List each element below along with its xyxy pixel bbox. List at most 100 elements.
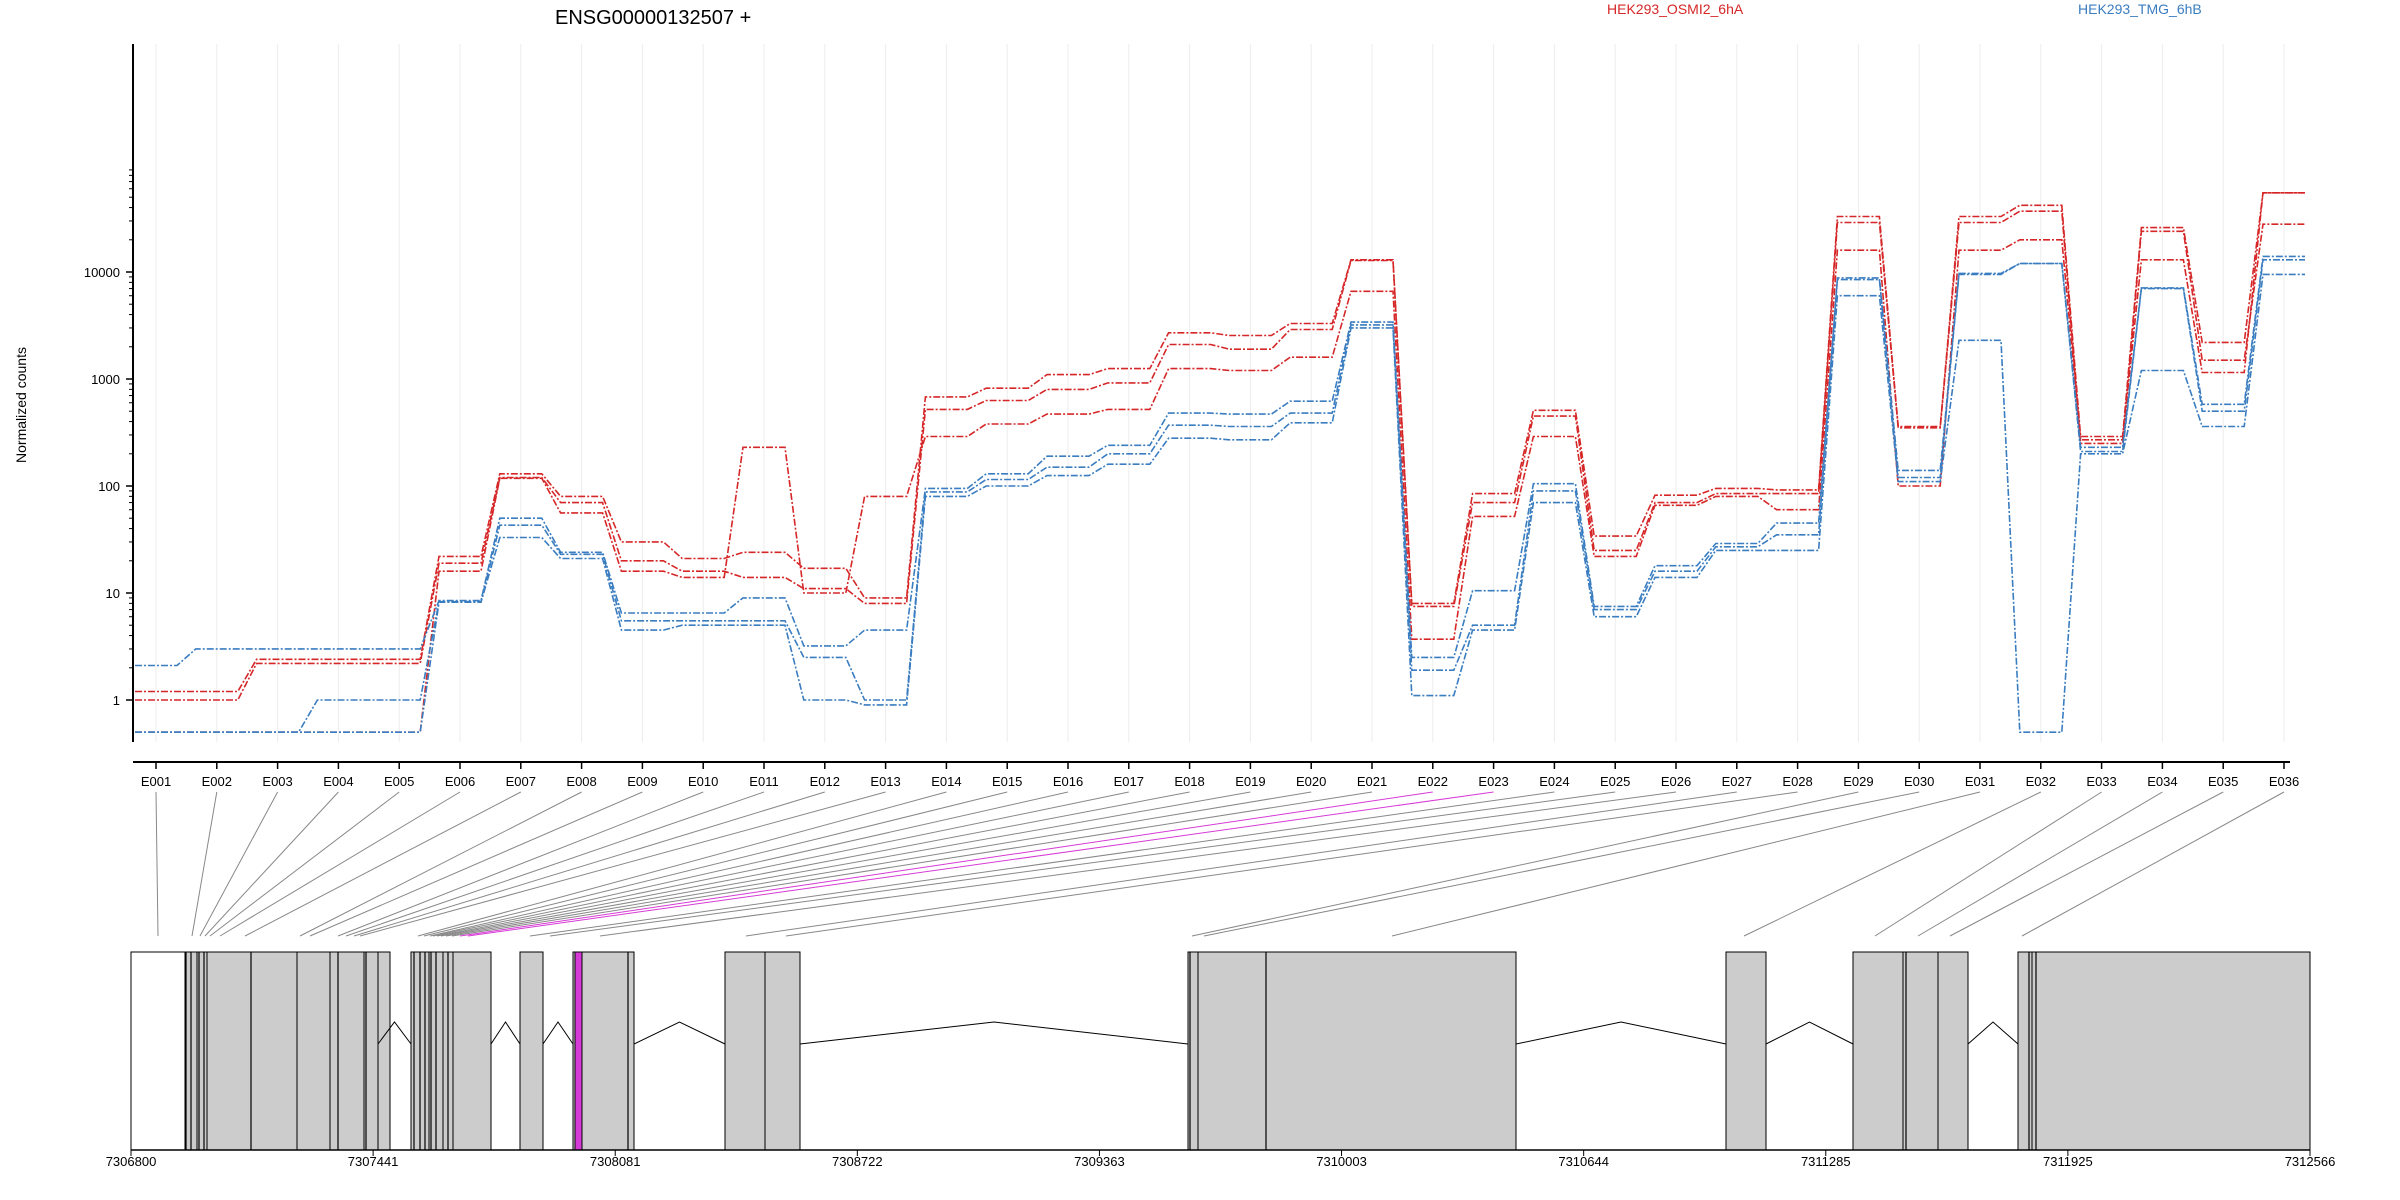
x-tick-label: E013 [870,774,900,789]
exon-connector [745,791,1737,937]
exon-block [296,951,331,1151]
coordinate-label: 7310003 [1316,1154,1367,1169]
exon-connector [432,791,1129,937]
series-line-osmi2-1 [135,210,2305,701]
exon-connector [599,791,1677,937]
y-axis-ticks: 1 10 100 1000 10000 [84,169,133,708]
coordinate-label: 7312566 [2285,1154,2336,1169]
coordinate-label: 7309363 [1074,1154,1125,1169]
exon-connector [1917,791,2163,937]
x-tick-label: E011 [749,774,778,789]
chart-title: ENSG00000132507 + [555,7,751,29]
x-tick-label: E015 [992,774,1022,789]
x-tick-label: E020 [1296,774,1326,789]
y-tick-label: 10000 [84,265,120,280]
exon-block [1937,951,1969,1151]
x-tick-label: E036 [2269,774,2299,789]
legend-label-osmi2: HEK293_OSMI2_6hA [1607,1,1744,17]
exon-block [2031,951,2311,1151]
intron-line [377,1021,412,1045]
exon-connector [1391,791,1981,937]
exon-connector [467,791,1494,937]
exon-connector [423,791,1008,937]
exon-connector [1191,791,1859,937]
x-tick-label: E005 [384,774,414,789]
legend-label-tmg: HEK293_TMG_6hB [2078,1,2202,17]
intron-line [799,1021,1189,1045]
exon-block [519,951,544,1151]
y-axis-label: Normalized counts [13,347,29,463]
coordinate-label: 7307441 [348,1154,399,1169]
x-tick-label: E027 [1722,774,1752,789]
exon-connector [199,791,279,937]
x-tick-label: E026 [1661,774,1691,789]
x-tick-label: E010 [688,774,718,789]
exon-connector [309,791,643,937]
x-tick-label: E017 [1114,774,1144,789]
x-tick-label: E021 [1357,774,1387,789]
axes [132,44,2290,763]
coordinate-label: 7308722 [832,1154,883,1169]
exon-block [581,951,635,1151]
coordinate-label: 7310644 [1558,1154,1609,1169]
exon-block [2017,951,2033,1151]
exon-connector [1949,791,2224,937]
x-tick-label: E003 [262,774,292,789]
exon-connector [529,791,1555,937]
y-tick-label: 1000 [91,372,120,387]
exon-connector [2021,791,2285,937]
x-tick-label: E018 [1174,774,1204,789]
intron-line [1765,1021,1854,1045]
exon-connector [209,791,400,937]
exon-connector [459,791,1433,937]
intron-line [542,1021,574,1045]
x-tick-label: E023 [1478,774,1508,789]
exon-connector [244,791,522,937]
gene-outline [130,951,186,1151]
series-lines [135,192,2305,733]
exon-block [452,951,492,1151]
x-tick-label: E028 [1782,774,1812,789]
highlighted-exon [574,951,583,1151]
x-tick-label: E025 [1600,774,1630,789]
x-tick-label: E030 [1904,774,1934,789]
series-line-tmg-5 [135,273,2305,733]
exon-block [1902,951,1939,1151]
exon-block [1197,951,1517,1151]
exon-connector [1203,791,1920,937]
coordinate-label: 7311925 [2043,1154,2093,1169]
x-tick-label: E012 [810,774,840,789]
exon-connector [204,791,339,937]
coordinate-label: 7308081 [590,1154,641,1169]
x-tick-label: E022 [1418,774,1448,789]
exon-connector [451,791,1373,937]
y-tick-label: 1 [113,693,120,708]
coordinate-label: 7306800 [106,1154,157,1169]
exon-block [206,951,298,1151]
x-tick-label: E014 [931,774,961,789]
intron-line [1967,1021,2019,1045]
x-tick-label: E024 [1539,774,1569,789]
x-tick-label: E001 [141,774,171,789]
exon-connector [436,791,1190,937]
gridlines [155,44,2285,742]
y-tick-label: 10 [106,586,120,601]
x-axis-ticks: E001 E002 E003 E004 E005 E006 E007 E008 E009 E010… [141,762,2299,789]
exon-connector [1874,791,2102,937]
exon-block [1725,951,1767,1151]
x-tick-label: E002 [202,774,232,789]
genomic-coordinates: 7306800 7307441 7308081 7308722 7309363 73100… [106,1150,2336,1169]
x-tick-label: E029 [1843,774,1873,789]
exon-connector [345,791,765,937]
exon-connector [429,791,1069,937]
exon-connector [359,791,886,937]
exon-connectors [155,791,2285,937]
exon-block [377,951,391,1151]
x-tick-label: E009 [627,774,657,789]
intron-line [1515,1021,1727,1045]
x-tick-label: E033 [2086,774,2116,789]
x-tick-label: E007 [506,774,536,789]
intron-line [633,1021,726,1045]
exon-connector [785,791,1798,937]
